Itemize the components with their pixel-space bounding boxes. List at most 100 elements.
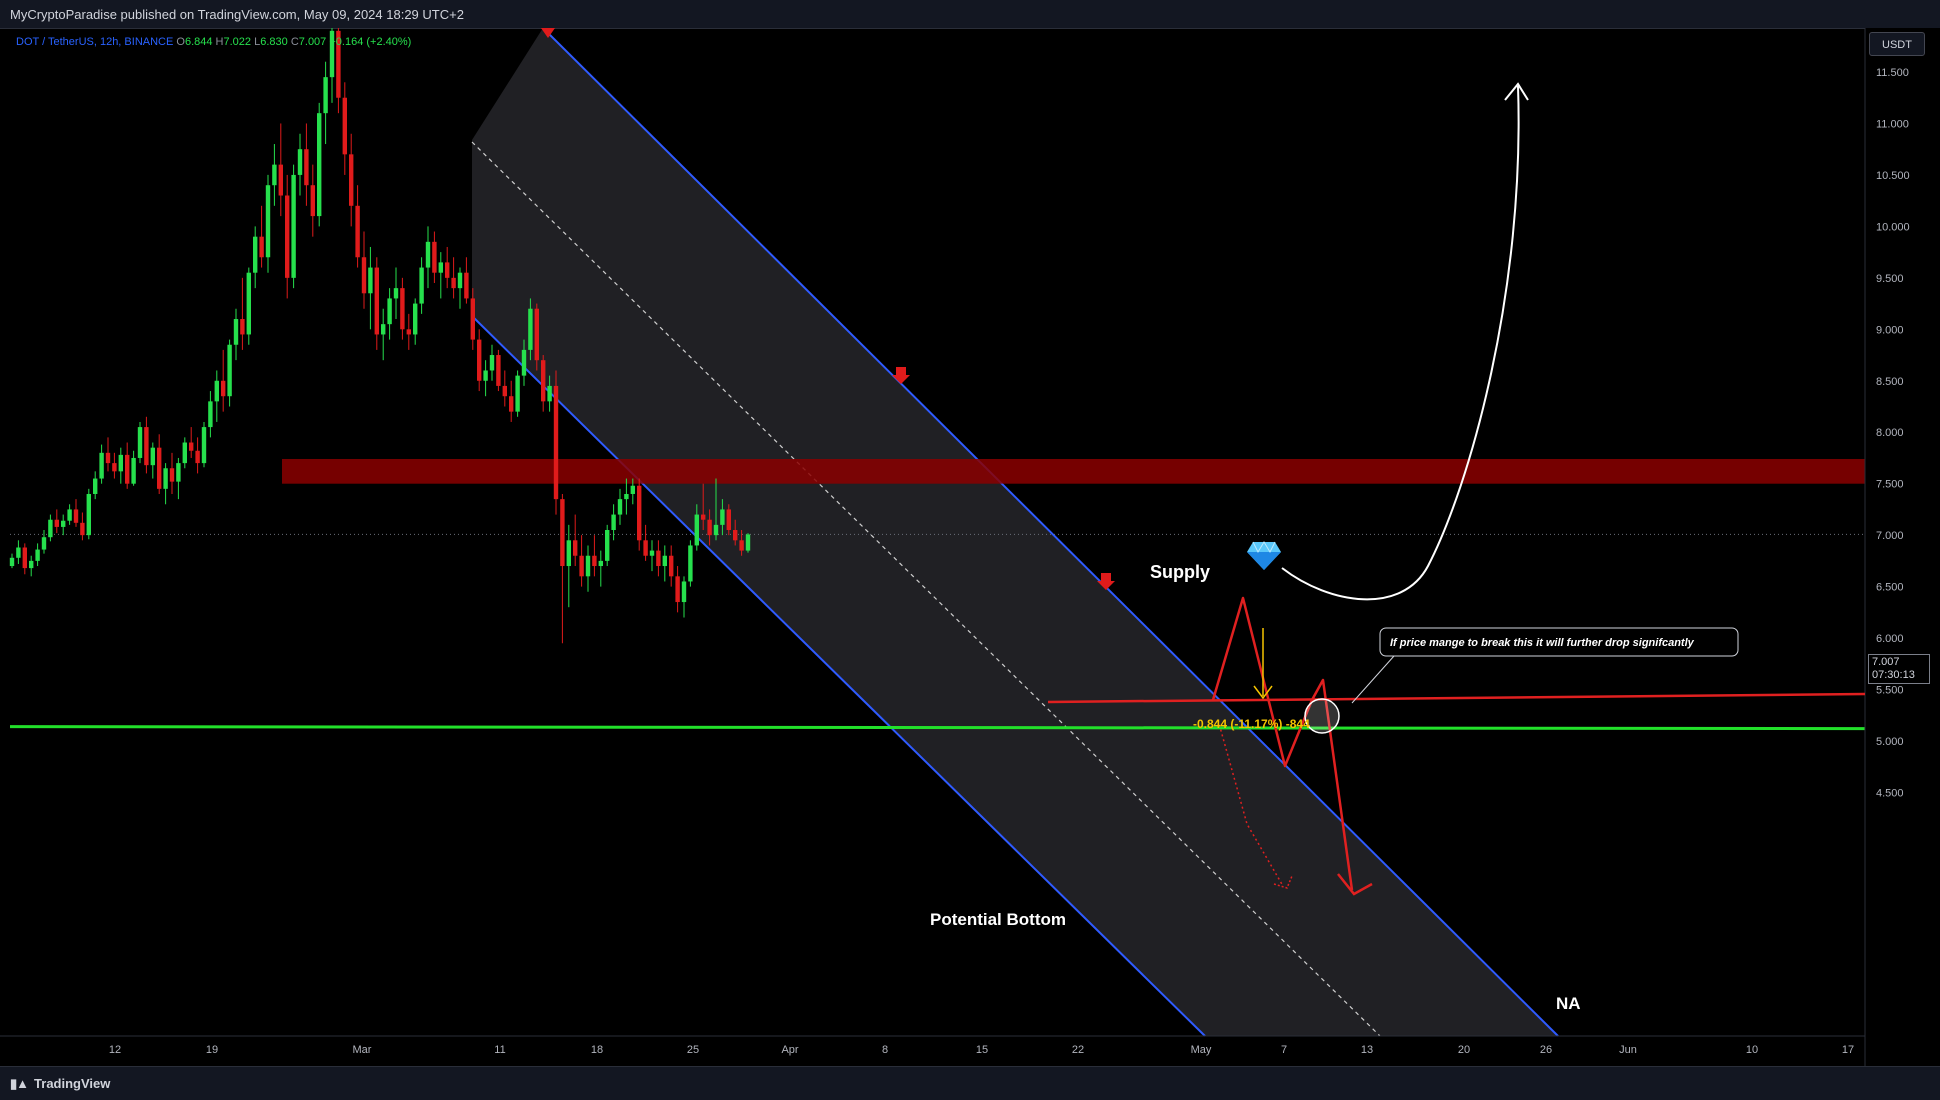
candle-body (157, 447, 162, 489)
candle-body (541, 360, 546, 402)
top-bar: MyCryptoParadise published on TradingVie… (0, 0, 1940, 29)
candle-body (240, 319, 245, 335)
candle-body (131, 457, 136, 484)
candle-body (598, 560, 603, 567)
symbol-legend[interactable]: DOT / TetherUS, 12h, BINANCE O6.844 H7.0… (16, 36, 411, 48)
candle-body (720, 509, 725, 525)
price-tick-label: 7.500 (1876, 479, 1904, 491)
y-axis: 11.500 11.000 10.500 10.000 9.500 9.000 8.500 8… (1864, 28, 1940, 1066)
high-value: 7.022 (223, 36, 252, 48)
zones (9, 458, 1866, 731)
candle-body (221, 380, 226, 397)
drawings (541, 28, 1866, 896)
candle-body (41, 537, 47, 550)
chart-area[interactable]: 11.500 11.000 10.500 10.000 9.500 9.000 8.500 8… (0, 28, 1940, 1066)
candle-body (9, 557, 15, 567)
potential-bottom-line (9, 725, 1866, 731)
down-arrow-icon (1097, 573, 1115, 590)
candle-body (278, 164, 283, 196)
candle-body (48, 519, 53, 538)
price-tick-label: 8.500 (1876, 376, 1904, 388)
candle-body (150, 447, 155, 466)
channel-upper-line (542, 28, 1559, 1037)
candle-body (419, 267, 424, 304)
bullish-curve (1281, 85, 1520, 601)
candle-body (214, 380, 219, 402)
time-tick-label: 11 (494, 1044, 505, 1056)
bar-countdown: 07:30:13 (1872, 669, 1915, 681)
candle-body (67, 509, 72, 521)
time-tick-label: 7 (1281, 1044, 1287, 1056)
candle-body (483, 370, 488, 381)
time-tick-label: Jun (1619, 1044, 1637, 1056)
change-value: +0.164 (+2.40%) (329, 36, 412, 48)
projection-path (1211, 596, 1354, 891)
candle-body (713, 524, 719, 536)
candle-body (534, 308, 539, 361)
measure-label: -0.844 (-11.17%) -844 (1193, 717, 1310, 731)
candle-body (118, 454, 123, 472)
price-tick-label: 10.500 (1876, 170, 1910, 182)
candle-body (144, 427, 149, 466)
price-tick-label: 9.000 (1876, 324, 1904, 336)
candle-body (464, 272, 469, 299)
candle-body (745, 534, 751, 551)
candles (9, 28, 751, 644)
price-tick-label: 6.000 (1876, 633, 1904, 645)
candle-body (208, 401, 213, 428)
gem-icon-lines (1252, 541, 1276, 554)
candle-body (528, 308, 533, 350)
tradingview-logo[interactable]: ▮▲ TradingView (10, 1076, 110, 1092)
candle-body (361, 257, 367, 294)
open-value: 6.844 (184, 36, 213, 48)
low-label: L (254, 36, 261, 48)
annotation-labels: Supply Potential Bottom -0.844 (-11.17%) -… (930, 562, 1695, 1013)
candle-body (701, 514, 706, 520)
candle-body (445, 262, 450, 278)
projection-arrowhead (1337, 873, 1373, 896)
note-text: If price mange to break this it will fur… (1390, 637, 1695, 649)
price-tick-label: 5.000 (1876, 736, 1904, 748)
time-tick-label: 13 (1361, 1044, 1373, 1056)
note-box (1379, 627, 1739, 657)
candle-body (515, 375, 520, 412)
candle-body (297, 149, 303, 175)
na-label: NA (1556, 994, 1581, 1013)
price-tick-label: 9.500 (1876, 273, 1904, 285)
down-arrow-icon (892, 367, 910, 384)
last-price: 7.007 (1872, 656, 1900, 668)
candle-body (432, 241, 437, 273)
open-label: O (176, 36, 185, 48)
dotted-projection (1217, 719, 1284, 887)
candle-body (35, 549, 40, 561)
candle-body (304, 149, 309, 186)
candle-body (624, 493, 629, 500)
candle-body (637, 485, 642, 541)
candle-body (329, 30, 335, 78)
candle-body (201, 427, 207, 464)
candle-body (560, 499, 565, 567)
time-tick-label: 10 (1746, 1044, 1758, 1056)
candle-body (573, 540, 578, 556)
currency-button[interactable]: USDT (1869, 32, 1925, 56)
candle-body (617, 499, 623, 515)
candle-body (374, 267, 379, 335)
candle-body (733, 530, 738, 541)
candle-body (681, 581, 687, 603)
candle-body (739, 540, 744, 551)
candle-body (22, 547, 27, 569)
candle-body (54, 519, 59, 527)
supply-zone (282, 458, 1865, 484)
time-tick-label: 25 (687, 1044, 699, 1056)
time-tick-label: 17 (1842, 1044, 1854, 1056)
candle-body (355, 205, 360, 258)
candle-body (291, 174, 296, 278)
support-line (1047, 692, 1866, 704)
candle-body (592, 555, 597, 567)
time-tick-label: 22 (1072, 1044, 1084, 1056)
time-tick-label: 18 (591, 1044, 603, 1056)
candle-body (246, 272, 251, 335)
channel-fill (472, 28, 1558, 1036)
price-tick-label: 4.500 (1876, 787, 1904, 799)
price-tick-label: 11.500 (1876, 67, 1909, 79)
